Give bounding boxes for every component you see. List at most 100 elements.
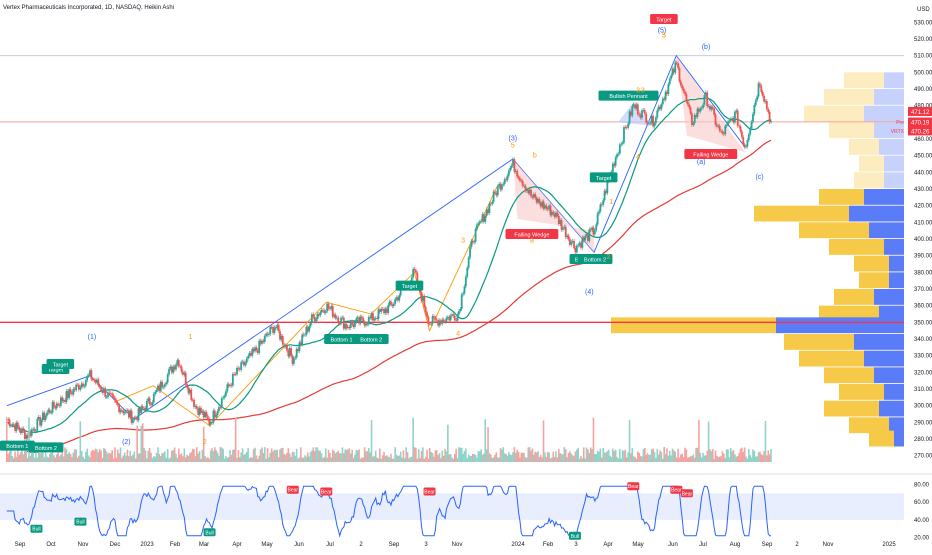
volume-bar-195: [276, 449, 279, 462]
candle-body-26: [41, 412, 44, 421]
candle-body-138: [197, 408, 200, 415]
volume-bar-462: [646, 453, 649, 462]
candle-body-524: [732, 118, 735, 123]
candle-body-439: [614, 157, 617, 166]
candle-body-29: [46, 412, 48, 416]
time-tick-19: May: [632, 542, 643, 548]
volume-bar-171: [243, 454, 245, 462]
candle-body-9: [18, 427, 21, 431]
candle-body-504: [704, 92, 707, 96]
wave-label-blue-0: (1): [88, 334, 97, 341]
volume-bar-528: [738, 452, 740, 462]
wave-label-blue-2: (3): [509, 136, 518, 143]
candle-body-108: [155, 390, 158, 392]
rsi-tag-4: Bear: [288, 488, 299, 494]
volume-bar-297: [417, 449, 420, 462]
price-tick-15: 380.00: [914, 270, 932, 276]
volume-bar-506: [707, 421, 710, 462]
price-tick-10: 430.00: [914, 187, 932, 193]
volume-bar-16: [28, 417, 30, 462]
volume-bar-515: [720, 456, 722, 462]
candle-body-251: [354, 321, 356, 327]
vp-buy-bar-7: [819, 189, 864, 205]
candle-body-168: [238, 368, 241, 370]
candle-body-447: [625, 127, 628, 129]
price-badge-1: 470.19: [911, 121, 930, 127]
volume-bar-455: [637, 451, 639, 462]
candle-body-367: [514, 170, 517, 172]
candle-body-494: [691, 113, 693, 125]
candle-body-342: [480, 221, 483, 222]
candle-body-493: [689, 107, 692, 114]
label-bottom-2-a-bg: [28, 442, 64, 453]
candle-body-228: [322, 309, 324, 311]
volume-bar-550: [768, 454, 771, 462]
vp-buy-bar-18: [824, 367, 874, 384]
volume-bar-418: [585, 447, 588, 462]
time-tick-18: Apr: [603, 542, 612, 548]
volume-bar-414: [580, 455, 582, 462]
volume-bar-163: [232, 450, 234, 462]
vp-sell-bar-8: [849, 205, 904, 222]
candle-body-548: [765, 100, 768, 110]
candle-body-472: [660, 104, 663, 110]
volume-bar-241: [340, 453, 342, 462]
volume-bar-132: [189, 453, 191, 462]
candle-body-144: [205, 412, 208, 417]
candle-body-525: [734, 111, 736, 123]
wave-label-orange-3: 4: [456, 331, 460, 338]
volume-bar-41: [62, 456, 65, 462]
candle-body-208: [294, 357, 297, 359]
candle-body-349: [489, 203, 492, 205]
candle-body-533: [745, 146, 747, 148]
candle-body-256: [360, 316, 363, 318]
candle-body-360: [505, 179, 507, 181]
price-tick-22: 310.00: [914, 387, 932, 393]
volume-bar-340: [477, 451, 480, 462]
candle-body-45: [68, 389, 71, 398]
candle-body-463: [648, 122, 650, 124]
volume-bar-119: [171, 450, 173, 462]
vp-sell-bar-7: [864, 189, 904, 205]
candle-body-513: [717, 125, 720, 127]
volume-bar-233: [329, 453, 331, 462]
price-badge-prefix-0: Pre: [896, 120, 904, 126]
ma-slow-line: [6, 139, 772, 454]
candle-body-313: [440, 320, 442, 324]
volume-bar-253: [356, 450, 359, 462]
volume-bar-548: [766, 455, 768, 462]
volume-bar-252: [355, 450, 358, 462]
candle-body-211: [298, 342, 301, 352]
volume-bar-116: [166, 449, 169, 462]
volume-bar-521: [728, 457, 731, 462]
candle-body-394: [552, 211, 555, 214]
volume-bar-311: [437, 454, 439, 462]
volume-bar-371: [520, 452, 523, 462]
candle-body-425: [595, 224, 598, 231]
candle-body-206: [291, 355, 294, 364]
price-tick-3: 500.00: [914, 70, 932, 76]
candle-body-209: [295, 349, 298, 358]
candle-body-369: [517, 176, 520, 179]
candle-body-281: [395, 297, 398, 300]
candle-body-73: [107, 392, 109, 397]
volume-bar-478: [668, 450, 671, 462]
volume-bar-419: [587, 449, 589, 462]
volume-bar-408: [571, 455, 574, 462]
candle-body-276: [388, 301, 391, 306]
candle-body-4: [11, 424, 14, 426]
volume-bar-59: [87, 455, 90, 462]
vp-sell-bar-5: [884, 155, 904, 172]
volume-bar-453: [634, 457, 636, 462]
candle-body-109: [157, 385, 159, 391]
candle-body-61: [90, 370, 93, 380]
volume-bar-10: [19, 452, 22, 462]
time-tick-13: 3: [424, 542, 428, 548]
label-target-c: Target: [402, 284, 418, 290]
rsi-tick-1: 60.00: [914, 500, 930, 506]
candle-body-421: [589, 229, 592, 231]
candle-body-412: [577, 245, 580, 246]
volume-bar-513: [717, 457, 720, 462]
wave-label-orange-7: 3: [636, 87, 640, 94]
